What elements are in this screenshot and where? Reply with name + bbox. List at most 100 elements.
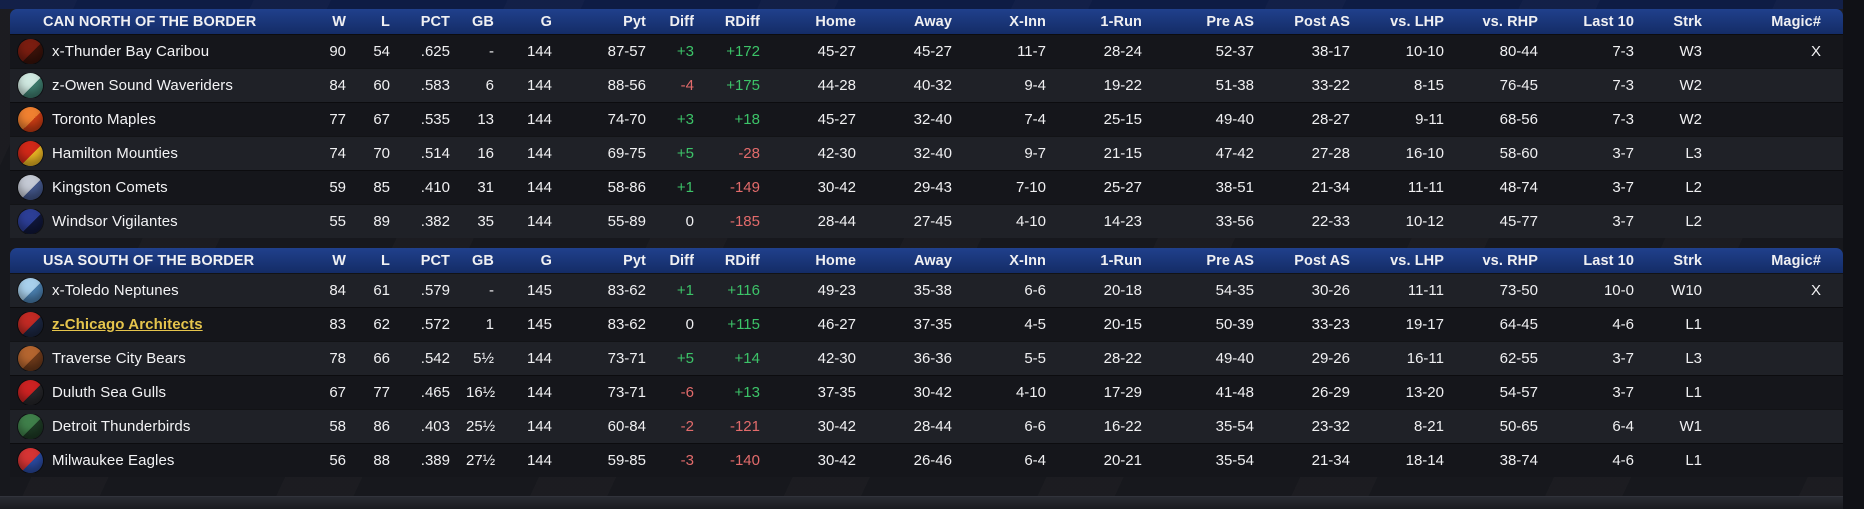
column-header-lhp[interactable]: vs. LHP: [1390, 13, 1444, 30]
owen-sound-waveriders-logo-icon[interactable]: [18, 73, 43, 98]
milwaukee-eagles-logo-icon[interactable]: [18, 448, 43, 473]
team-row[interactable]: z-Chicago Architects 83 62 .572 1 145 83-62 0 +1…: [10, 307, 1843, 341]
cell-rdiff: -28: [738, 145, 760, 162]
windsor-vigilantes-logo-icon[interactable]: [18, 209, 43, 234]
cell-l: 70: [373, 145, 390, 162]
cell-g: 144: [526, 213, 552, 230]
cell-l: 54: [373, 43, 390, 60]
team-name-link[interactable]: Duluth Sea Gulls: [52, 384, 167, 401]
team-row[interactable]: Detroit Thunderbirds 58 86 .403 25½ 144 60-84 -…: [10, 409, 1843, 443]
column-header-preas[interactable]: Pre AS: [1206, 252, 1254, 269]
team-row[interactable]: Windsor Vigilantes 55 89 .382 35 144 55-89 0 -18…: [10, 204, 1843, 238]
column-header-home[interactable]: Home: [815, 13, 856, 30]
column-header-postas[interactable]: Post AS: [1294, 252, 1350, 269]
cell-run1: 25-15: [1103, 111, 1142, 128]
cell-lhp: 16-10: [1405, 145, 1444, 162]
column-header-away[interactable]: Away: [913, 252, 952, 269]
column-header-magic[interactable]: Magic#: [1771, 13, 1821, 30]
cell-strk: L1: [1685, 316, 1702, 333]
team-row[interactable]: Milwaukee Eagles 56 88 .389 27½ 144 59-85 -3 -14…: [10, 443, 1843, 477]
team-row[interactable]: x-Thunder Bay Caribou 90 54 .625 - 144 87-57 +3…: [10, 34, 1843, 68]
cell-w: 55: [329, 213, 346, 230]
cell-postas: 27-28: [1311, 145, 1350, 162]
team-row[interactable]: Hamilton Mounties 74 70 .514 16 144 69-75 +5 -28…: [10, 136, 1843, 170]
column-header-xinn[interactable]: X-Inn: [1009, 13, 1046, 30]
cell-rhp: 45-77: [1499, 213, 1538, 230]
column-header-strk[interactable]: Strk: [1673, 252, 1702, 269]
division-header: USA SOUTH OF THE BORDER W L PCT GB G Pyt Diff RD…: [10, 248, 1843, 273]
thunder-bay-caribou-logo-icon[interactable]: [18, 39, 43, 64]
column-header-l[interactable]: L: [381, 252, 390, 269]
chicago-architects-logo-icon[interactable]: [18, 312, 43, 337]
team-name-link[interactable]: z-Chicago Architects: [52, 316, 203, 333]
team-name-link[interactable]: Traverse City Bears: [52, 350, 186, 367]
column-header-magic[interactable]: Magic#: [1771, 252, 1821, 269]
column-header-l[interactable]: L: [381, 13, 390, 30]
column-header-rhp[interactable]: vs. RHP: [1482, 13, 1538, 30]
cell-preas: 50-39: [1215, 316, 1254, 333]
kingston-comets-logo-icon[interactable]: [18, 175, 43, 200]
column-header-rdiff[interactable]: RDiff: [724, 252, 760, 269]
column-header-w[interactable]: W: [332, 252, 346, 269]
column-header-w[interactable]: W: [332, 13, 346, 30]
cell-rhp: 68-56: [1499, 111, 1538, 128]
team-row[interactable]: Duluth Sea Gulls 67 77 .465 16½ 144 73-71 -6 +13…: [10, 375, 1843, 409]
column-header-g[interactable]: G: [540, 252, 552, 269]
team-name-link[interactable]: Hamilton Mounties: [52, 145, 178, 162]
column-header-preas[interactable]: Pre AS: [1206, 13, 1254, 30]
team-name-link[interactable]: x-Thunder Bay Caribou: [52, 43, 210, 60]
column-header-last10[interactable]: Last 10: [1583, 252, 1634, 269]
team-row[interactable]: x-Toledo Neptunes 84 61 .579 - 145 83-62 +1 +116…: [10, 273, 1843, 307]
column-header-gb[interactable]: GB: [472, 13, 494, 30]
team-row[interactable]: z-Owen Sound Waveriders 84 60 .583 6 144 88-56…: [10, 68, 1843, 102]
team-name-link[interactable]: x-Toledo Neptunes: [52, 282, 179, 299]
column-header-postas[interactable]: Post AS: [1294, 13, 1350, 30]
cell-g: 144: [526, 43, 552, 60]
cell-preas: 51-38: [1215, 77, 1254, 94]
cell-home: 42-30: [817, 350, 856, 367]
team-name-link[interactable]: Toronto Maples: [52, 111, 156, 128]
column-header-run1[interactable]: 1-Run: [1100, 252, 1142, 269]
column-header-gb[interactable]: GB: [472, 252, 494, 269]
team-name-link[interactable]: Detroit Thunderbirds: [52, 418, 191, 435]
cell-gb: -: [489, 43, 494, 60]
column-header-pyt[interactable]: Pyt: [623, 252, 646, 269]
team-name-link[interactable]: z-Owen Sound Waveriders: [52, 77, 233, 94]
team-row[interactable]: Toronto Maples 77 67 .535 13 144 74-70 +3 +18 45-…: [10, 102, 1843, 136]
column-header-lhp[interactable]: vs. LHP: [1390, 252, 1444, 269]
team-row[interactable]: Traverse City Bears 78 66 .542 5½ 144 73-71 +5 +…: [10, 341, 1843, 375]
column-header-rdiff[interactable]: RDiff: [724, 13, 760, 30]
team-row[interactable]: Kingston Comets 59 85 .410 31 144 58-86 +1 -149 3…: [10, 170, 1843, 204]
cell-last10: 7-3: [1612, 111, 1634, 128]
column-header-strk[interactable]: Strk: [1673, 13, 1702, 30]
cell-g: 144: [526, 418, 552, 435]
team-name-link[interactable]: Kingston Comets: [52, 179, 168, 196]
column-header-diff[interactable]: Diff: [669, 13, 694, 30]
toronto-maples-logo-icon[interactable]: [18, 107, 43, 132]
cell-g: 144: [526, 111, 552, 128]
column-header-away[interactable]: Away: [913, 13, 952, 30]
column-header-pct[interactable]: PCT: [420, 13, 450, 30]
column-header-xinn[interactable]: X-Inn: [1009, 252, 1046, 269]
cell-gb: 35: [477, 213, 494, 230]
cell-preas: 52-37: [1215, 43, 1254, 60]
column-header-run1[interactable]: 1-Run: [1100, 13, 1142, 30]
column-header-pct[interactable]: PCT: [420, 252, 450, 269]
column-header-rhp[interactable]: vs. RHP: [1482, 252, 1538, 269]
column-header-pyt[interactable]: Pyt: [623, 13, 646, 30]
cell-preas: 35-54: [1215, 452, 1254, 469]
hamilton-mounties-logo-icon[interactable]: [18, 141, 43, 166]
team-name-link[interactable]: Windsor Vigilantes: [52, 213, 178, 230]
duluth-sea-gulls-logo-icon[interactable]: [18, 380, 43, 405]
cell-strk: L2: [1685, 179, 1702, 196]
toledo-neptunes-logo-icon[interactable]: [18, 278, 43, 303]
team-name-link[interactable]: Milwaukee Eagles: [52, 452, 175, 469]
column-header-last10[interactable]: Last 10: [1583, 13, 1634, 30]
traverse-city-bears-logo-icon[interactable]: [18, 346, 43, 371]
column-header-diff[interactable]: Diff: [669, 252, 694, 269]
column-header-home[interactable]: Home: [815, 252, 856, 269]
detroit-thunderbirds-logo-icon[interactable]: [18, 414, 43, 439]
column-header-g[interactable]: G: [540, 13, 552, 30]
team-cell: Detroit Thunderbirds: [10, 414, 310, 439]
